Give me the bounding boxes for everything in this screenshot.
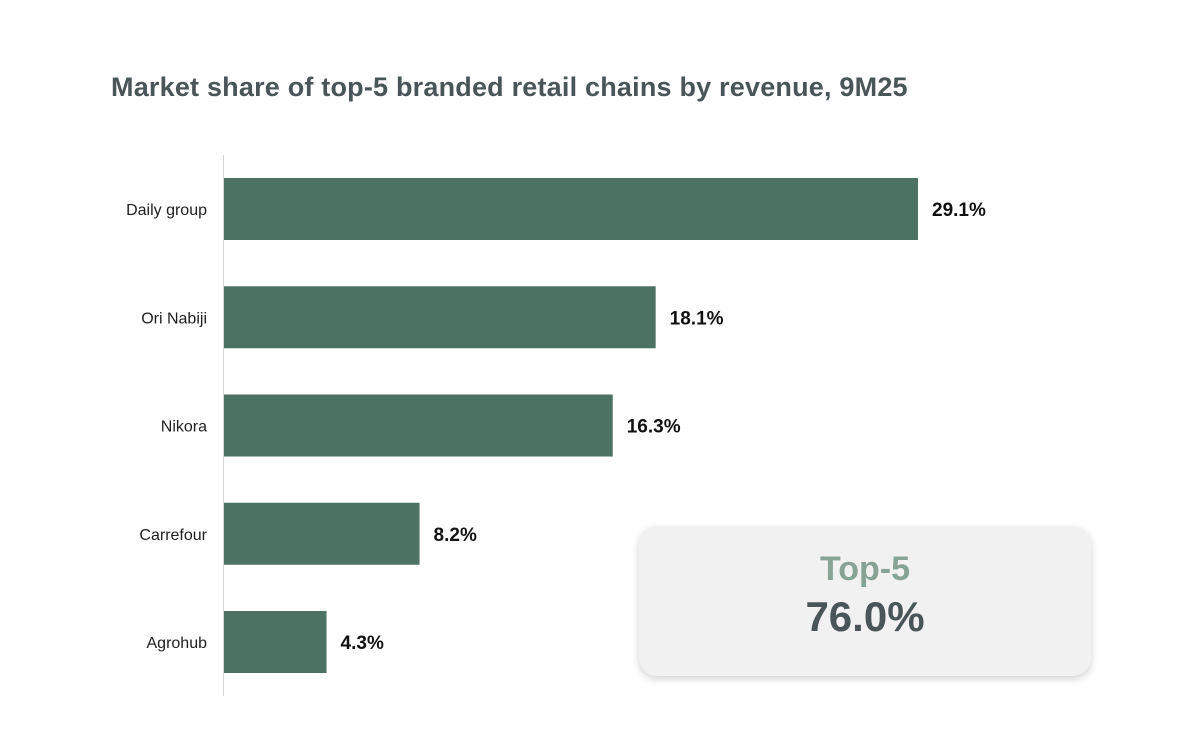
- value-label: 8.2%: [434, 525, 477, 546]
- category-label: Agrohub: [147, 635, 208, 652]
- bar-agrohub: [224, 611, 327, 673]
- value-label: 18.1%: [670, 308, 724, 329]
- summary-label: Top-5: [819, 550, 910, 588]
- bar-carrefour: [224, 502, 420, 565]
- category-label: Daily group: [126, 202, 207, 219]
- chart-title: Market share of top-5 branded retail cha…: [111, 72, 908, 102]
- bar-daily-group: [224, 178, 918, 240]
- top5-summary-card: Top-5 76.0%: [639, 526, 1091, 676]
- bar-ori-nabiji: [224, 286, 656, 349]
- category-label: Carrefour: [139, 527, 207, 544]
- category-label: Ori Nabiji: [141, 310, 207, 327]
- value-label: 4.3%: [341, 633, 384, 654]
- summary-value: 76.0%: [805, 593, 925, 640]
- value-label: 29.1%: [932, 200, 986, 221]
- bar-nikora: [224, 394, 613, 457]
- value-label: 16.3%: [627, 417, 681, 438]
- category-label: Nikora: [161, 419, 207, 436]
